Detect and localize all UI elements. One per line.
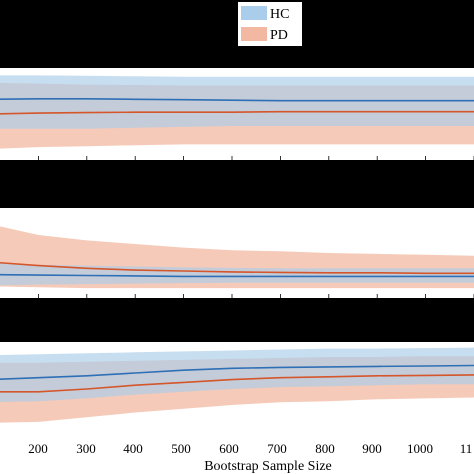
x-tick-label-1000: 1000: [407, 441, 433, 456]
x-tick-label-600: 600: [219, 441, 239, 456]
legend-label-pd: PD: [270, 28, 288, 43]
line-hc-top: [0, 98, 474, 102]
legend: HC PD: [238, 2, 302, 46]
panel-top: [0, 68, 474, 160]
band-hc-top: [0, 75, 474, 129]
line-pd-middle: [0, 261, 474, 275]
x-axis-ticks: 200 300 400 500 600 700 800 900 1000 11: [28, 441, 472, 456]
band-hc-bottom: [0, 347, 474, 402]
line-hc-middle: [0, 273, 474, 278]
x-axis-label: Bootstrap Sample Size: [204, 459, 332, 474]
x-tick-label-200: 200: [28, 441, 48, 456]
legend-swatch-hc: [241, 6, 267, 20]
x-tick-label-1100: 11: [460, 441, 473, 456]
x-tick-label-300: 300: [76, 441, 96, 456]
x-tick-label-500: 500: [171, 441, 191, 456]
legend-swatch-pd: [241, 27, 267, 41]
line-pd-top: [0, 110, 474, 115]
x-tick-label-400: 400: [123, 441, 143, 456]
x-tick-label-900: 900: [362, 441, 382, 456]
line-pd-bottom: [0, 374, 474, 393]
panel-middle: [0, 208, 474, 298]
x-tick-label-800: 800: [315, 441, 335, 456]
x-axis-strip: [0, 430, 474, 474]
line-hc-bottom: [0, 364, 474, 381]
panel-bottom: [0, 342, 474, 436]
legend-label-hc: HC: [270, 7, 289, 22]
x-tick-label-700: 700: [267, 441, 287, 456]
